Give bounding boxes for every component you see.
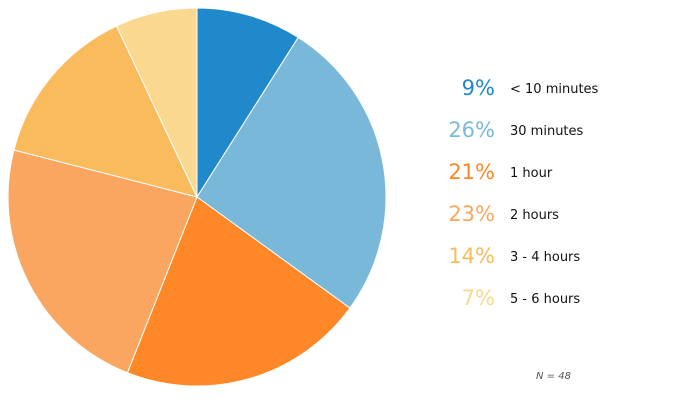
legend-item-2: 21% 1 hour	[420, 158, 650, 200]
legend-label-5: 5 - 6 hours	[510, 292, 581, 307]
pie-slice-4	[13, 25, 198, 198]
legend-value-5: 7%	[461, 286, 495, 310]
pie-slice-0	[196, 7, 299, 199]
legend-item-3: 23% 2 hours	[420, 200, 650, 242]
pie-slice-3	[7, 149, 198, 374]
legend: 9% < 10 minutes 26% 30 minutes 21% 1 hou…	[420, 74, 650, 326]
pie-slice-2	[126, 196, 351, 387]
legend-value-2: 21%	[448, 160, 495, 184]
legend-value-0: 9%	[461, 76, 495, 100]
legend-item-5: 7% 5 - 6 hours	[420, 284, 650, 326]
pie-slice-5	[115, 7, 198, 198]
legend-item-4: 14% 3 - 4 hours	[420, 242, 650, 284]
sample-size-note: N = 48	[536, 371, 571, 382]
legend-value-4: 14%	[448, 244, 495, 268]
legend-item-1: 26% 30 minutes	[420, 116, 650, 158]
legend-label-1: 30 minutes	[510, 124, 584, 139]
legend-label-0: < 10 minutes	[510, 82, 599, 97]
pie-slice-1	[196, 36, 387, 309]
legend-item-0: 9% < 10 minutes	[420, 74, 650, 116]
legend-label-4: 3 - 4 hours	[510, 250, 581, 265]
legend-label-2: 1 hour	[510, 166, 553, 181]
legend-label-3: 2 hours	[510, 208, 559, 223]
legend-value-3: 23%	[448, 202, 495, 226]
legend-value-1: 26%	[448, 118, 495, 142]
